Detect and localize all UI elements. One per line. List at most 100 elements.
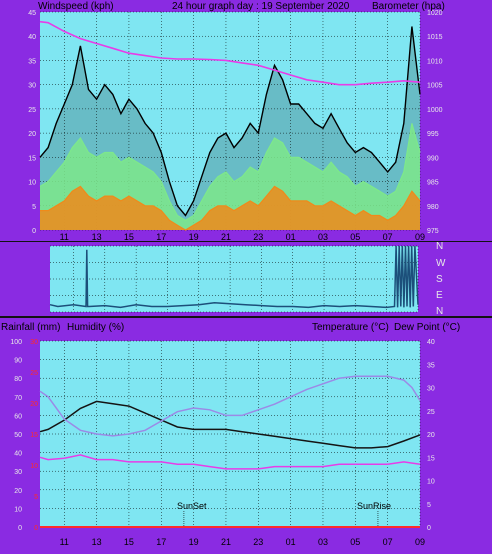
wind-tick-label: 5 [32, 204, 36, 211]
rain-tick-label: 0 [34, 525, 38, 532]
rain-tick-label: 30 [30, 339, 38, 346]
wind-tick-label: 45 [28, 10, 36, 17]
wind_avg-line [39, 123, 421, 221]
pressure-tick-label: 995 [427, 131, 439, 138]
temperature-tick-label: 0 [427, 525, 431, 532]
rain-tick-label: 15 [30, 432, 38, 439]
compass-n-top: N [436, 241, 443, 252]
humidity-tick-label: 10 [14, 506, 22, 513]
sunrise-label: SunRise [357, 501, 391, 511]
humidity-tick-label: 60 [14, 413, 22, 420]
wind-tick-label: 20 [28, 131, 36, 138]
barometer-axis-title: Barometer (hpa) [372, 1, 445, 12]
temperature-x-tick-label: 17 [156, 537, 166, 547]
direction-series [49, 245, 419, 309]
pressure-tick-label: 990 [427, 155, 439, 162]
compass-n-bottom: N [436, 306, 443, 317]
temperature-axis-title: Temperature (°C) [312, 322, 389, 333]
temperature-x-tick-label: 07 [383, 537, 393, 547]
temperature-tick-label: 40 [427, 339, 435, 346]
wind-tick-label: 25 [28, 107, 36, 114]
wind-x-tick-label: 15 [124, 232, 134, 242]
wind-x-tick-label: 05 [350, 232, 360, 242]
wind-x-tick-label: 01 [286, 232, 296, 242]
pressure-tick-label: 1010 [427, 58, 443, 65]
tick-labels: 0510152025303540459759809859909951000100… [10, 10, 442, 547]
temperature-x-tick-label: 11 [60, 537, 69, 547]
wind-series [39, 20, 421, 231]
temperature-tick-label: 10 [427, 479, 435, 486]
pressure-tick-label: 975 [427, 228, 439, 235]
temperature-tick-label: 30 [427, 386, 435, 393]
rainfall-axis-title: Rainfall (mm) [1, 322, 60, 333]
rain-tick-label: 20 [30, 401, 38, 408]
humidity-tick-label: 80 [14, 376, 22, 383]
pressure-tick-label: 1015 [427, 34, 443, 41]
wind-x-tick-label: 07 [383, 232, 393, 242]
pressure-tick-label: 1020 [427, 10, 443, 17]
temperature-x-tick-label: 03 [318, 537, 328, 547]
dewpoint-line [39, 454, 421, 470]
compass-s: S [436, 274, 443, 285]
temperature-x-tick-label: 13 [92, 537, 102, 547]
humidity-line [39, 375, 421, 437]
temperature-line [39, 400, 421, 449]
temperature-x-tick-label: 09 [415, 537, 425, 547]
direction-grid [50, 245, 419, 313]
wind-x-tick-label: 17 [156, 232, 166, 242]
temperature-x-tick-label: 15 [124, 537, 134, 547]
dewpoint-axis-title: Dew Point (°C) [394, 322, 460, 333]
wind-tick-label: 40 [28, 34, 36, 41]
temperature-x-tick-label: 05 [350, 537, 360, 547]
wind_low-line [40, 185, 421, 231]
compass-e: E [436, 290, 443, 301]
pressure-tick-label: 1005 [427, 83, 443, 90]
humidity-tick-label: 20 [14, 488, 22, 495]
temperature-x-tick-label: 19 [189, 537, 199, 547]
temperature-tick-label: 5 [427, 502, 431, 509]
rain-tick-label: 5 [34, 494, 38, 501]
humidity-tick-label: 90 [14, 358, 22, 365]
temperature-tick-label: 20 [427, 432, 435, 439]
compass-w: W [436, 258, 446, 269]
wind-x-tick-label: 19 [189, 232, 199, 242]
humidity-tick-label: 30 [14, 469, 22, 476]
direction-line [49, 245, 419, 309]
temperature-x-tick-label: 01 [286, 537, 296, 547]
wind-tick-label: 0 [32, 228, 36, 235]
temperature-tick-label: 15 [427, 455, 435, 462]
temperature-x-tick-label: 23 [253, 537, 263, 547]
wind-x-tick-label: 03 [318, 232, 328, 242]
wind-tick-label: 10 [28, 180, 36, 187]
pressure-tick-label: 980 [427, 204, 439, 211]
wind-tick-label: 30 [28, 83, 36, 90]
wind-x-tick-label: 13 [92, 232, 102, 242]
humidity-axis-title: Humidity (%) [67, 322, 124, 333]
wind-x-tick-label: 23 [253, 232, 263, 242]
pressure-tick-label: 985 [427, 180, 439, 187]
humidity-tick-label: 0 [18, 525, 22, 532]
humidity-tick-label: 100 [10, 339, 22, 346]
pressure-tick-label: 1000 [427, 107, 443, 114]
temperature-tick-label: 35 [427, 362, 435, 369]
temperature-series [39, 375, 421, 528]
wind-axis-title: Windspeed (kph) [38, 1, 114, 12]
humidity-tick-label: 40 [14, 451, 22, 458]
sunset-label: SunSet [177, 501, 207, 511]
wind-tick-label: 35 [28, 58, 36, 65]
humidity-tick-label: 70 [14, 395, 22, 402]
temperature-x-tick-label: 21 [221, 537, 231, 547]
temperature-tick-label: 25 [427, 409, 435, 416]
gust-line [39, 26, 421, 217]
wind_low-area [40, 186, 420, 230]
wind-x-tick-label: 09 [415, 232, 425, 242]
wind-x-tick-label: 11 [60, 232, 69, 242]
rain-tick-label: 25 [30, 370, 38, 377]
graph-title: 24 hour graph day : 19 September 2020 [172, 1, 350, 12]
pressure-line [39, 20, 421, 86]
humidity-tick-label: 50 [14, 432, 22, 439]
rain-tick-label: 10 [30, 463, 38, 470]
wind-x-tick-label: 21 [221, 232, 231, 242]
wind-tick-label: 15 [28, 155, 36, 162]
